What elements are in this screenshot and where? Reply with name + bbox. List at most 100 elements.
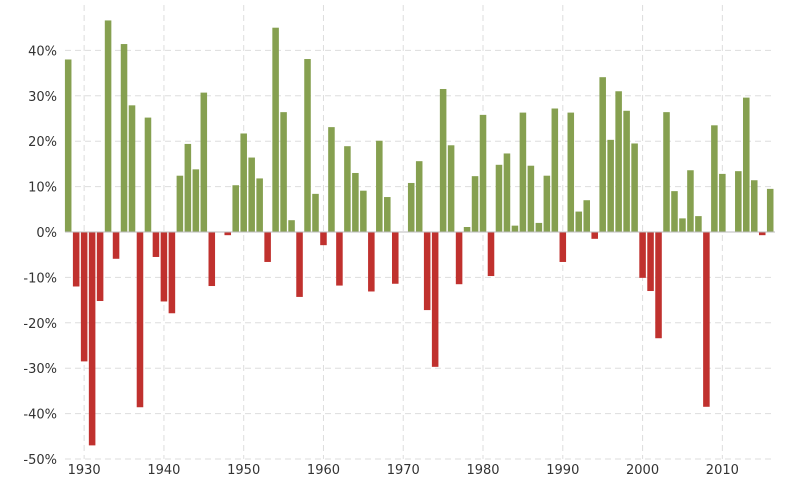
bar-1941[interactable] [168,232,176,314]
bar-1956[interactable] [288,220,295,232]
bar-2009[interactable] [711,125,718,232]
bar-1982[interactable] [495,164,503,232]
bar-1932[interactable] [96,232,104,302]
bar-2013[interactable] [743,97,750,232]
bar-1964[interactable] [352,172,359,232]
bar-1995[interactable] [599,77,606,232]
y-tick-label: -10% [23,271,57,286]
bar-1944[interactable] [192,169,200,232]
bar-1946[interactable] [208,232,216,287]
bar-1999[interactable] [631,143,638,232]
bar-1967[interactable] [376,140,383,232]
bar-1977[interactable] [455,232,463,285]
bar-2000[interactable] [639,232,646,278]
x-tick-label: 1940 [147,463,180,478]
bar-2007[interactable] [695,216,702,232]
bar-1986[interactable] [527,165,535,232]
bar-1975[interactable] [439,88,447,233]
bar-1976[interactable] [447,145,455,232]
bar-1990[interactable] [559,232,567,262]
bar-2008[interactable] [703,232,710,407]
bar-1972[interactable] [415,161,423,232]
bar-1951[interactable] [248,157,255,232]
bar-1952[interactable] [256,178,263,232]
bar-2014[interactable] [750,180,758,232]
bar-1953[interactable] [264,232,271,262]
bar-1992[interactable] [575,211,583,232]
bar-1930[interactable] [80,232,88,362]
bar-1935[interactable] [120,44,128,232]
bar-1942[interactable] [176,175,184,232]
bar-1969[interactable] [391,232,399,284]
bar-1957[interactable] [296,232,303,297]
bar-1963[interactable] [344,146,351,232]
bar-1987[interactable] [535,222,543,232]
bar-1939[interactable] [152,232,160,257]
bar-1950[interactable] [240,133,247,232]
bar-1936[interactable] [128,105,136,232]
bar-1981[interactable] [487,232,495,277]
bar-1960[interactable] [320,232,327,246]
bar-1955[interactable] [280,112,287,232]
y-axis-ticks: -50% -40% -30% -20% -10% 0% 10% 20% 30% 40% [23,44,57,468]
bar-1979[interactable] [471,176,479,232]
bar-1961[interactable] [328,127,335,232]
bar-1993[interactable] [583,200,591,232]
bar-1928[interactable] [64,59,72,233]
y-tick-label: -40% [23,408,57,423]
bar-1945[interactable] [200,92,208,232]
bar-1962[interactable] [336,232,343,286]
bar-1968[interactable] [384,197,391,232]
bar-1933[interactable] [104,20,112,232]
x-tick-label: 1930 [68,463,101,478]
bar-1929[interactable] [72,232,80,287]
bar-1994[interactable] [591,232,598,239]
bar-1974[interactable] [431,232,439,367]
bar-1959[interactable] [312,193,319,232]
bar-1965[interactable] [360,190,367,232]
bar-1991[interactable] [567,112,575,232]
bar-1973[interactable] [423,232,431,311]
bar-2002[interactable] [655,232,662,339]
bar-1954[interactable] [272,27,279,233]
bar-1985[interactable] [519,112,527,232]
bar-1998[interactable] [623,110,630,232]
bar-1948[interactable] [224,232,232,236]
bar-1984[interactable] [511,225,519,232]
bar-1937[interactable] [136,232,144,408]
bar-1989[interactable] [551,108,559,232]
bar-2016[interactable] [766,188,774,232]
bar-1966[interactable] [368,232,375,292]
bar-1983[interactable] [503,153,511,232]
bar-1978[interactable] [463,227,471,232]
bar-2012[interactable] [735,171,742,232]
bar-1997[interactable] [615,91,622,232]
y-tick-label: -20% [23,317,57,332]
bar-1931[interactable] [88,232,96,446]
bar-2010[interactable] [719,173,726,232]
y-tick-label: 30% [28,90,57,105]
bar-1958[interactable] [304,59,311,232]
bar-2005[interactable] [679,218,686,232]
x-tick-label: 1950 [227,463,260,478]
bar-1938[interactable] [144,117,152,232]
bar-1980[interactable] [479,114,487,232]
y-tick-label: 20% [28,135,57,150]
bar-2006[interactable] [687,170,694,232]
x-tick-label: 2000 [626,463,659,478]
bar-1949[interactable] [232,185,239,232]
bar-1934[interactable] [112,232,120,259]
bar-2015[interactable] [758,232,766,236]
bar-1988[interactable] [543,175,551,232]
bar-2001[interactable] [647,232,654,292]
y-tick-label: -50% [23,453,57,468]
y-tick-label: 10% [28,181,57,196]
bar-2003[interactable] [663,112,670,232]
bar-1940[interactable] [160,232,168,302]
bar-2004[interactable] [671,191,678,232]
bar-1996[interactable] [607,139,614,232]
bar-1943[interactable] [184,143,192,232]
y-tick-label: -30% [23,362,57,377]
bar-1971[interactable] [407,182,415,232]
